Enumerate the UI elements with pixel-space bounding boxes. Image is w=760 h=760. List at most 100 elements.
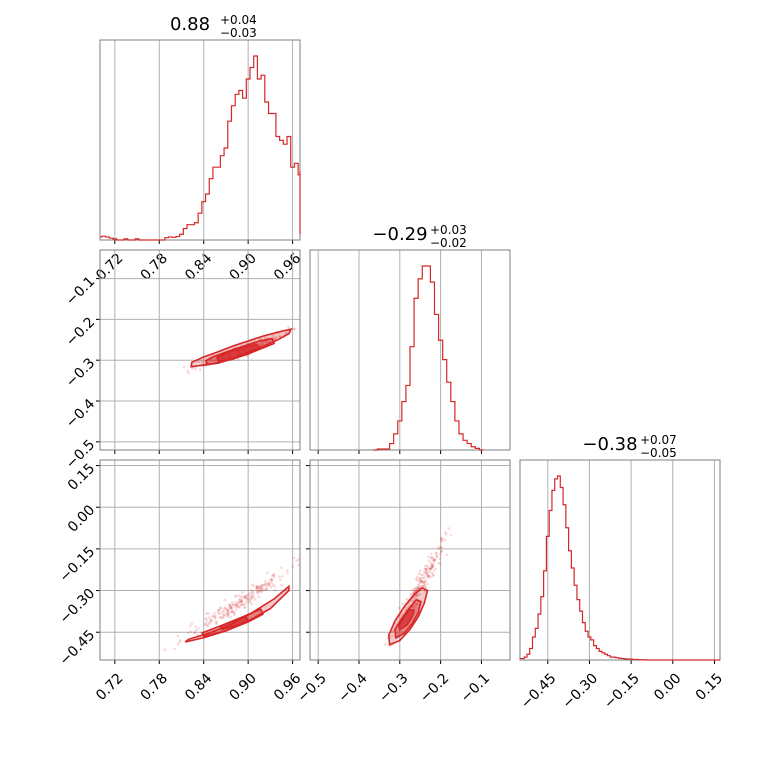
- pair-0-2-sample-point: [219, 616, 222, 620]
- pair-0-1-sample-point: [182, 365, 186, 369]
- pair-0-2-sample-point: [231, 603, 235, 607]
- pair-0-1-sample-point: [273, 337, 276, 341]
- pair-1-2-sample-point: [435, 551, 438, 555]
- pair-0-2-sample-point: [243, 595, 247, 599]
- pair-1-2-sample-point: [427, 574, 431, 577]
- pair-1-2-sample-point: [415, 587, 419, 591]
- pair-0-1-sample-point: [284, 331, 288, 335]
- pair-1-2-sample-point: [424, 564, 427, 568]
- pair-0-2-sample-point: [219, 606, 222, 609]
- pair-0-2-sample-point: [173, 647, 176, 651]
- pair-0-2-sample-point: [226, 611, 230, 615]
- pair-1-2-sample-point: [445, 532, 448, 536]
- pair-1-2-sample-point: [415, 586, 419, 589]
- pair-0-2-sample-point: [258, 586, 262, 590]
- pair-0-2-sample-point: [213, 617, 217, 620]
- pair-0-2-ytick-label: −0.30: [57, 586, 99, 628]
- pair-1-2-sample-point: [421, 584, 424, 588]
- pair-0-2-sample-point: [267, 584, 271, 587]
- pair-0-2-sample-point: [226, 608, 229, 611]
- pair-0-2-sample-point: [216, 610, 220, 613]
- pair-1-2-sample-point: [405, 597, 408, 601]
- pair-1-2-sample-point: [391, 630, 394, 634]
- pair-0-2-sample-point: [240, 595, 243, 598]
- pair-1-2-sample-point: [426, 574, 430, 578]
- pair-0-2-sample-point: [245, 593, 248, 597]
- pair-1-2-sample-point: [425, 574, 429, 577]
- pair-0-2-sample-point: [240, 600, 244, 603]
- pair-0-2-sample-point: [256, 591, 260, 595]
- pair-0-2-sample-point: [255, 587, 258, 591]
- pair-1-2-sample-point: [417, 583, 420, 586]
- pair-1-2-sample-point: [429, 556, 433, 560]
- pair-0-2-sample-point: [245, 597, 248, 600]
- hist-param-1-frame: [309, 249, 511, 451]
- pair-1-2-sample-point: [417, 580, 421, 583]
- pair-0-1-sample-point: [271, 334, 275, 337]
- pair-0-2-sample-point: [230, 610, 234, 613]
- pair-0-2-sample-point: [205, 618, 208, 621]
- pair-0-1-sample-point: [214, 357, 217, 361]
- pair-0-2-sample-point: [213, 615, 217, 619]
- pair-0-2-sample-point: [249, 597, 253, 601]
- pair-0-2-sample-point: [231, 609, 235, 612]
- pair-1-2-sample-point: [416, 602, 419, 606]
- pair-0-1-sample-point: [258, 337, 261, 341]
- pair-1-2-sample-point: [427, 566, 430, 570]
- pair-1-2-sample-point: [413, 586, 417, 590]
- pair-0-2-sample-point: [226, 614, 230, 618]
- pair-0-2-sample-point: [250, 596, 254, 599]
- pair-0-2-sample-point: [230, 606, 233, 610]
- pair-1-2-sample-point: [431, 565, 435, 569]
- pair-0-1-sample-point: [274, 336, 278, 339]
- pair-1-2-xtick-label: −0.4: [335, 670, 370, 705]
- pair-0-1-sample-point: [260, 341, 263, 345]
- pair-0-2-sample-point: [280, 575, 284, 578]
- pair-0-1-sample-point: [274, 335, 278, 339]
- pair-0-2-sample-point: [229, 610, 232, 614]
- pair-0-2-sample-point: [205, 611, 208, 615]
- pair-1-2-sample-point: [417, 584, 421, 587]
- pair-0-2-sample-point: [272, 572, 276, 576]
- pair-0-2-sample-point: [242, 595, 245, 598]
- pair-0-1-sample-point: [211, 358, 214, 362]
- pair-0-1-contour: [216, 343, 261, 363]
- pair-0-2-sample-point: [208, 621, 211, 624]
- pair-0-2-sample-point: [218, 615, 222, 619]
- pair-0-2-sample-point: [228, 603, 232, 607]
- pair-0-2-sample-point: [272, 573, 275, 577]
- pair-0-2-sample-point: [251, 594, 254, 598]
- pair-1-2-sample-point: [423, 567, 427, 571]
- pair-0-2-sample-point: [240, 603, 244, 606]
- pair-1-2-sample-point: [438, 557, 442, 560]
- pair-1-2-sample-point: [419, 576, 422, 580]
- pair-0-2-sample-point: [268, 581, 271, 584]
- pair-1-2-sample-point: [440, 539, 444, 543]
- pair-0-2-sample-point: [178, 641, 181, 644]
- pair-1-2-xtick-label: −0.2: [417, 670, 452, 705]
- pair-1-2-sample-point: [430, 555, 434, 559]
- pair-0-2-contour: [218, 615, 250, 631]
- pair-1-2-sample-point: [411, 588, 414, 592]
- pair-0-2-sample-point: [260, 583, 264, 587]
- hist-param-2-xtick-label: 0.00: [651, 670, 684, 703]
- pair-1-2-sample-point: [423, 576, 427, 579]
- pair-1-2-sample-point: [391, 629, 394, 633]
- pair-1-2-sample-point: [432, 559, 436, 562]
- pair-1-2-sample-point: [439, 546, 443, 549]
- pair-0-2-sample-point: [190, 622, 194, 626]
- pair-0-2-frame: [99, 459, 301, 661]
- pair-0-2-sample-point: [248, 596, 252, 600]
- pair-1-2-sample-point: [432, 569, 436, 573]
- pair-0-2-sample-point: [188, 624, 192, 628]
- pair-0-2-sample-point: [236, 603, 239, 606]
- pair-1-2-sample-point: [432, 574, 435, 577]
- pair-0-1-sample-point: [263, 336, 267, 339]
- pair-0-2-xtick-label: 0.72: [93, 670, 126, 703]
- pair-1-2-sample-point: [432, 558, 436, 562]
- pair-1-2-sample-point: [445, 553, 449, 557]
- pair-0-1-sample-point: [234, 345, 238, 349]
- pair-1-2-sample-point: [430, 565, 434, 569]
- pair-1-2-sample-point: [439, 546, 443, 549]
